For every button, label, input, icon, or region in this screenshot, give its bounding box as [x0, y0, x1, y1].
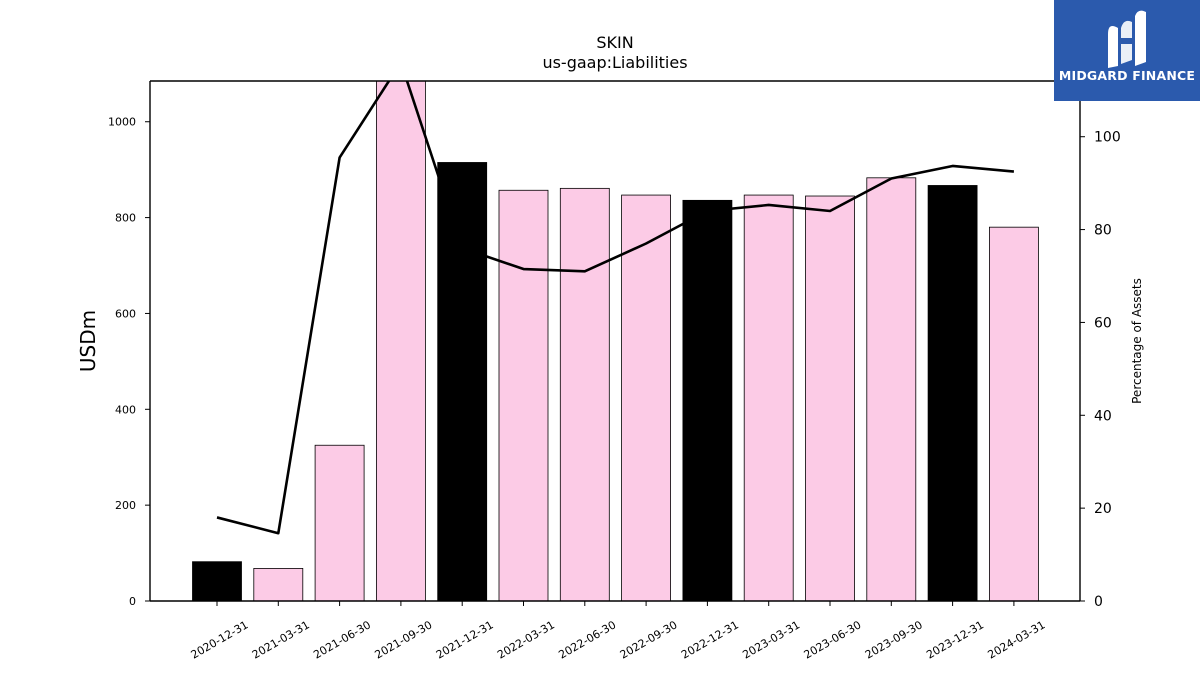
bar	[927, 185, 978, 601]
y2-tick-label: 0	[1094, 594, 1103, 610]
bar	[866, 177, 917, 601]
chart-subtitle: us-gaap:Liabilities	[542, 53, 687, 72]
y2-tick-label: 60	[1094, 315, 1112, 331]
x-tick-label: 2023-09-30	[863, 618, 925, 661]
plot-clip-group	[192, 81, 1039, 601]
bar	[192, 561, 242, 601]
x-tick-label: 2021-06-30	[311, 618, 373, 661]
x-tick-label: 2020-12-31	[189, 618, 251, 661]
x-tick-label: 2021-03-31	[250, 618, 312, 661]
x-tick-label: 2022-06-30	[556, 618, 618, 661]
bar	[437, 162, 488, 601]
bar	[682, 199, 733, 601]
bar	[805, 195, 855, 601]
y-axis-label: USDm	[76, 310, 100, 372]
y-tick-label: 400	[115, 403, 136, 416]
y-tick-label: 200	[115, 499, 136, 512]
y2-axis-label: Percentage of Assets	[1130, 278, 1144, 404]
brand-logo: MIDGARD FINANCE	[1054, 0, 1200, 101]
x-tick-label: 2021-09-30	[373, 618, 435, 661]
y2-tick-label: 40	[1094, 408, 1112, 424]
bar	[498, 189, 549, 601]
x-tick-label: 2021-12-31	[434, 618, 496, 661]
x-tick-label: 2024-03-31	[986, 618, 1048, 661]
bar	[559, 187, 610, 601]
bar	[375, 81, 426, 601]
y-tick-label: 600	[115, 307, 136, 320]
midgard-m-logo-icon	[1108, 10, 1146, 68]
chart-title: SKIN	[596, 33, 633, 52]
x-tick-label: 2023-06-30	[802, 618, 864, 661]
y2-tick-label: 20	[1094, 501, 1112, 517]
x-tick-label: 2022-03-31	[495, 618, 557, 661]
x-tick-label: 2022-12-31	[679, 618, 741, 661]
bar	[314, 444, 365, 601]
bar	[743, 194, 794, 601]
bar	[621, 194, 671, 601]
y2-tick-label: 100	[1094, 130, 1121, 146]
x-tick-label: 2023-12-31	[924, 618, 986, 661]
bar	[989, 226, 1039, 601]
brand-name: MIDGARD FINANCE	[1058, 68, 1196, 83]
percentage-line	[216, 81, 1015, 535]
y-tick-label: 0	[129, 595, 136, 608]
y-tick-label: 800	[115, 212, 136, 225]
y2-tick-label: 80	[1094, 223, 1112, 239]
y-tick-label: 1000	[108, 116, 136, 129]
x-tick-label: 2022-09-30	[618, 618, 680, 661]
x-tick-label: 2023-03-31	[740, 618, 802, 661]
bar	[253, 568, 304, 601]
